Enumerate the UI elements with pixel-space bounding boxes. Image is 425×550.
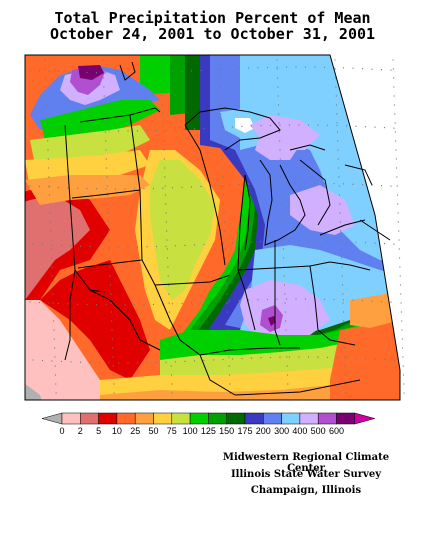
legend-label: 10 <box>112 426 122 436</box>
legend-swatch <box>80 412 99 425</box>
legend-swatch <box>134 412 154 425</box>
legend-swatch <box>189 412 209 425</box>
map-frame <box>24 54 401 401</box>
legend-swatch <box>263 412 282 425</box>
legend-high-end <box>354 412 376 425</box>
credit-survey: Illinois State Water Survey <box>230 469 382 480</box>
color-legend: 0 2 5 10 25 50 75 100 125 150 175 200 300 400 500 600 <box>41 412 376 436</box>
legend-swatch <box>317 412 337 425</box>
legend-swatch <box>208 412 227 425</box>
legend-label: 75 <box>167 426 177 436</box>
great-lakes-shoreline <box>119 61 373 251</box>
legend-label: 200 <box>256 426 271 436</box>
legend-swatch <box>281 412 301 425</box>
legend-label: 600 <box>329 426 344 436</box>
legend-swatch <box>299 412 319 425</box>
legend-swatch <box>98 412 118 425</box>
map-title: Total Precipitation Percent of Mean <box>54 9 371 27</box>
legend-swatch <box>171 412 191 425</box>
legend-label: 400 <box>292 426 307 436</box>
credit-organization: Midwestern Regional Climate Center <box>222 452 390 474</box>
legend-label: 0 <box>59 426 64 436</box>
legend-label: 5 <box>96 426 101 436</box>
legend-label: 25 <box>130 426 140 436</box>
legend-label: 300 <box>274 426 289 436</box>
legend-swatch <box>226 412 246 425</box>
credit-location: Champaign, Illinois <box>250 485 362 496</box>
legend-label: 50 <box>148 426 158 436</box>
legend-label: 125 <box>201 426 216 436</box>
legend-label: 175 <box>237 426 252 436</box>
legend-low-end <box>41 412 63 425</box>
legend-swatch <box>244 412 264 425</box>
legend-swatch <box>116 412 136 425</box>
legend-swatch <box>153 412 173 425</box>
state-boundaries <box>64 107 391 396</box>
legend-swatch <box>61 412 81 425</box>
legend-label: 150 <box>219 426 234 436</box>
map-date-range: October 24, 2001 to October 31, 2001 <box>49 25 376 43</box>
legend-swatch <box>336 412 356 425</box>
lat-lon-grid <box>29 59 405 394</box>
legend-label: 100 <box>183 426 198 436</box>
legend-label: 2 <box>78 426 83 436</box>
legend-label: 500 <box>311 426 326 436</box>
